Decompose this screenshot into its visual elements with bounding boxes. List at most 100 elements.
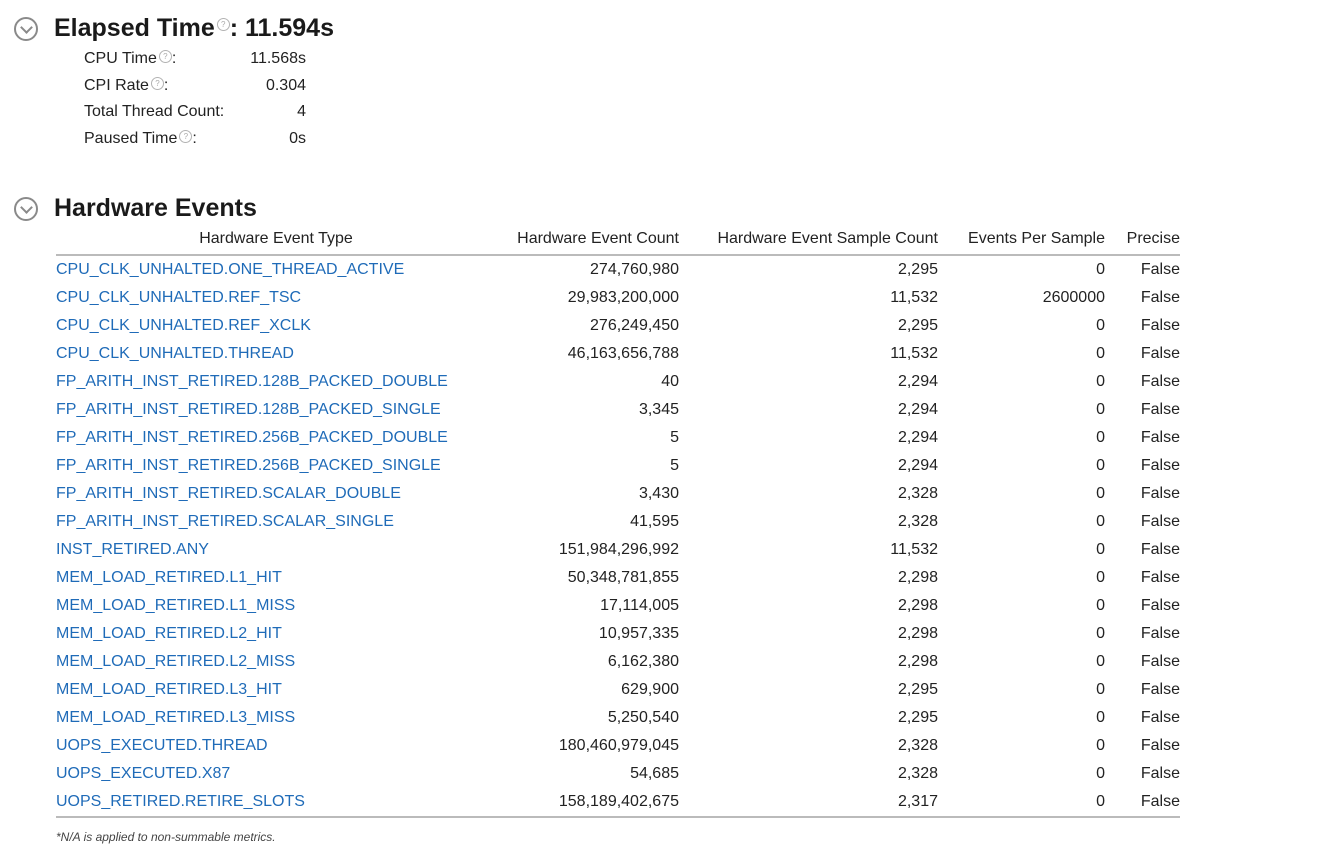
sample-count-cell: 2,328 <box>897 485 938 502</box>
event-type-link[interactable]: MEM_LOAD_RETIRED.L1_HIT <box>56 569 282 586</box>
event-count-cell: 3,430 <box>638 485 679 502</box>
precise-cell: False <box>1140 765 1180 782</box>
events-per-sample-cell: 2600000 <box>1042 289 1105 306</box>
events-per-sample-cell: 0 <box>1096 541 1105 558</box>
table-row: UOPS_EXECUTED.X87 54,685 2,328 0 False <box>56 760 1180 788</box>
event-type-link[interactable]: CPU_CLK_UNHALTED.REF_TSC <box>56 289 302 306</box>
column-header-events-per-sample[interactable]: Events Per Sample <box>938 228 1105 256</box>
event-type-cell: CPU_CLK_UNHALTED.REF_XCLK <box>56 312 496 340</box>
metric-value: 0.304 <box>265 76 306 94</box>
hardware-events-header: Hardware Events <box>14 194 257 223</box>
sample-count-cell: 11,532 <box>890 541 938 558</box>
collapse-chevron-icon[interactable] <box>14 16 38 41</box>
table-row: CPU_CLK_UNHALTED.REF_TSC 29,983,200,000 11… <box>56 284 1180 312</box>
precise-cell: False <box>1140 261 1180 278</box>
events-per-sample-cell: 0 <box>1096 401 1105 418</box>
event-count-cell: 274,760,980 <box>590 261 679 278</box>
events-per-sample-cell: 0 <box>1096 709 1105 726</box>
event-type-cell: FP_ARITH_INST_RETIRED.SCALAR_DOUBLE <box>56 480 496 508</box>
table-header-row: Hardware Event Type Hardware Event Count… <box>56 228 1180 256</box>
events-per-sample-cell: 0 <box>1096 681 1105 698</box>
event-type-link[interactable]: FP_ARITH_INST_RETIRED.SCALAR_SINGLE <box>56 513 394 530</box>
metric-label-text: Total Thread Count: <box>84 103 225 120</box>
sample-count-cell: 2,295 <box>897 261 938 278</box>
table-row: FP_ARITH_INST_RETIRED.256B_PACKED_DOUBLE… <box>56 424 1180 452</box>
elapsed-time-header: Elapsed Time?: 11.594s <box>14 14 334 43</box>
events-per-sample-cell: 0 <box>1096 261 1105 278</box>
help-icon[interactable]: ? <box>158 50 172 63</box>
event-type-link[interactable]: MEM_LOAD_RETIRED.L2_MISS <box>56 653 296 670</box>
event-type-link[interactable]: MEM_LOAD_RETIRED.L3_MISS <box>56 709 296 726</box>
event-type-link[interactable]: INST_RETIRED.ANY <box>56 541 209 558</box>
sample-count-cell: 2,298 <box>897 569 938 586</box>
event-count-cell: 151,984,296,992 <box>558 541 679 558</box>
event-type-cell: CPU_CLK_UNHALTED.REF_TSC <box>56 284 496 312</box>
event-type-cell: CPU_CLK_UNHALTED.THREAD <box>56 340 496 368</box>
events-per-sample-cell: 0 <box>1096 569 1105 586</box>
event-type-link[interactable]: UOPS_RETIRED.RETIRE_SLOTS <box>56 793 305 810</box>
column-header-sample-count[interactable]: Hardware Event Sample Count <box>679 228 938 256</box>
table-row: MEM_LOAD_RETIRED.L2_HIT 10,957,335 2,298 0 F… <box>56 620 1180 648</box>
event-type-link[interactable]: FP_ARITH_INST_RETIRED.256B_PACKED_DOUBLE <box>56 429 448 446</box>
metric-row: CPU Time?: 11.568s <box>84 50 306 77</box>
event-type-link[interactable]: FP_ARITH_INST_RETIRED.SCALAR_DOUBLE <box>56 485 401 502</box>
sample-count-cell: 2,295 <box>897 681 938 698</box>
event-type-link[interactable]: UOPS_EXECUTED.THREAD <box>56 737 268 754</box>
sample-count-cell: 2,294 <box>897 457 938 474</box>
event-type-cell: CPU_CLK_UNHALTED.ONE_THREAD_ACTIVE <box>56 255 496 284</box>
event-type-cell: FP_ARITH_INST_RETIRED.128B_PACKED_SINGLE <box>56 396 496 424</box>
event-type-link[interactable]: FP_ARITH_INST_RETIRED.256B_PACKED_SINGLE <box>56 457 441 474</box>
event-type-cell: FP_ARITH_INST_RETIRED.256B_PACKED_DOUBLE <box>56 424 496 452</box>
footnote: *N/A is applied to non-summable metrics. <box>56 830 276 844</box>
metric-value: 11.568s <box>250 50 306 67</box>
table-row: UOPS_EXECUTED.THREAD 180,460,979,045 2,328… <box>56 732 1180 760</box>
events-per-sample-cell: 0 <box>938 788 1105 818</box>
metric-label-text: CPI Rate <box>84 76 149 94</box>
events-per-sample-cell: 0 <box>1096 597 1105 614</box>
precise-cell: False <box>1140 541 1180 558</box>
event-type-cell: FP_ARITH_INST_RETIRED.SCALAR_SINGLE <box>56 508 496 536</box>
collapse-chevron-icon[interactable] <box>14 196 38 221</box>
precise-cell: False <box>1140 653 1180 670</box>
sample-count-cell: 2,294 <box>897 401 938 418</box>
event-count-cell: 46,163,656,788 <box>567 345 679 362</box>
event-count-cell: 5 <box>670 457 679 474</box>
table-row: FP_ARITH_INST_RETIRED.128B_PACKED_SINGLE… <box>56 396 1180 424</box>
event-type-cell: MEM_LOAD_RETIRED.L3_MISS <box>56 704 496 732</box>
event-count-cell: 3,345 <box>638 401 679 418</box>
sample-count-cell: 2,328 <box>897 737 938 754</box>
event-type-link[interactable]: CPU_CLK_UNHALTED.THREAD <box>56 345 294 362</box>
event-count-cell: 5 <box>670 429 679 446</box>
event-type-link[interactable]: FP_ARITH_INST_RETIRED.128B_PACKED_SINGLE <box>56 401 441 418</box>
metric-value: 0s <box>289 129 306 147</box>
metric-label: Total Thread Count: <box>84 103 224 121</box>
metric-row: Total Thread Count: 4 <box>84 103 306 130</box>
event-type-link[interactable]: CPU_CLK_UNHALTED.REF_XCLK <box>56 317 311 334</box>
precise-cell: False <box>1140 457 1180 474</box>
table-row: MEM_LOAD_RETIRED.L2_MISS 6,162,380 2,298 0 F… <box>56 648 1180 676</box>
event-type-cell: MEM_LOAD_RETIRED.L3_HIT <box>56 676 496 704</box>
event-type-cell: MEM_LOAD_RETIRED.L2_MISS <box>56 648 496 676</box>
event-type-link[interactable]: CPU_CLK_UNHALTED.ONE_THREAD_ACTIVE <box>56 261 405 278</box>
events-per-sample-cell: 0 <box>1096 457 1105 474</box>
event-type-link[interactable]: MEM_LOAD_RETIRED.L1_MISS <box>56 597 296 614</box>
event-type-link[interactable]: MEM_LOAD_RETIRED.L2_HIT <box>56 625 282 642</box>
events-per-sample-cell: 0 <box>1096 625 1105 642</box>
column-header-event-type[interactable]: Hardware Event Type <box>56 228 496 256</box>
help-icon[interactable]: ? <box>179 129 193 143</box>
precise-cell: False <box>1140 485 1180 502</box>
event-type-cell: INST_RETIRED.ANY <box>56 536 496 564</box>
event-type-link[interactable]: UOPS_EXECUTED.X87 <box>56 765 231 782</box>
column-header-event-count[interactable]: Hardware Event Count <box>496 228 679 256</box>
column-header-precise[interactable]: Precise <box>1105 228 1180 256</box>
event-type-link[interactable]: MEM_LOAD_RETIRED.L3_HIT <box>56 681 282 698</box>
help-icon[interactable]: ? <box>150 76 164 90</box>
events-per-sample-cell: 0 <box>1096 317 1105 334</box>
precise-cell: False <box>1140 681 1180 698</box>
metric-row: CPI Rate?: 0.304 <box>84 76 306 104</box>
event-type-link[interactable]: FP_ARITH_INST_RETIRED.128B_PACKED_DOUBLE <box>56 373 448 390</box>
sample-count-cell: 2,328 <box>897 765 938 782</box>
precise-cell: False <box>1140 709 1180 726</box>
help-icon[interactable]: ? <box>216 17 230 31</box>
precise-cell: False <box>1140 345 1180 362</box>
